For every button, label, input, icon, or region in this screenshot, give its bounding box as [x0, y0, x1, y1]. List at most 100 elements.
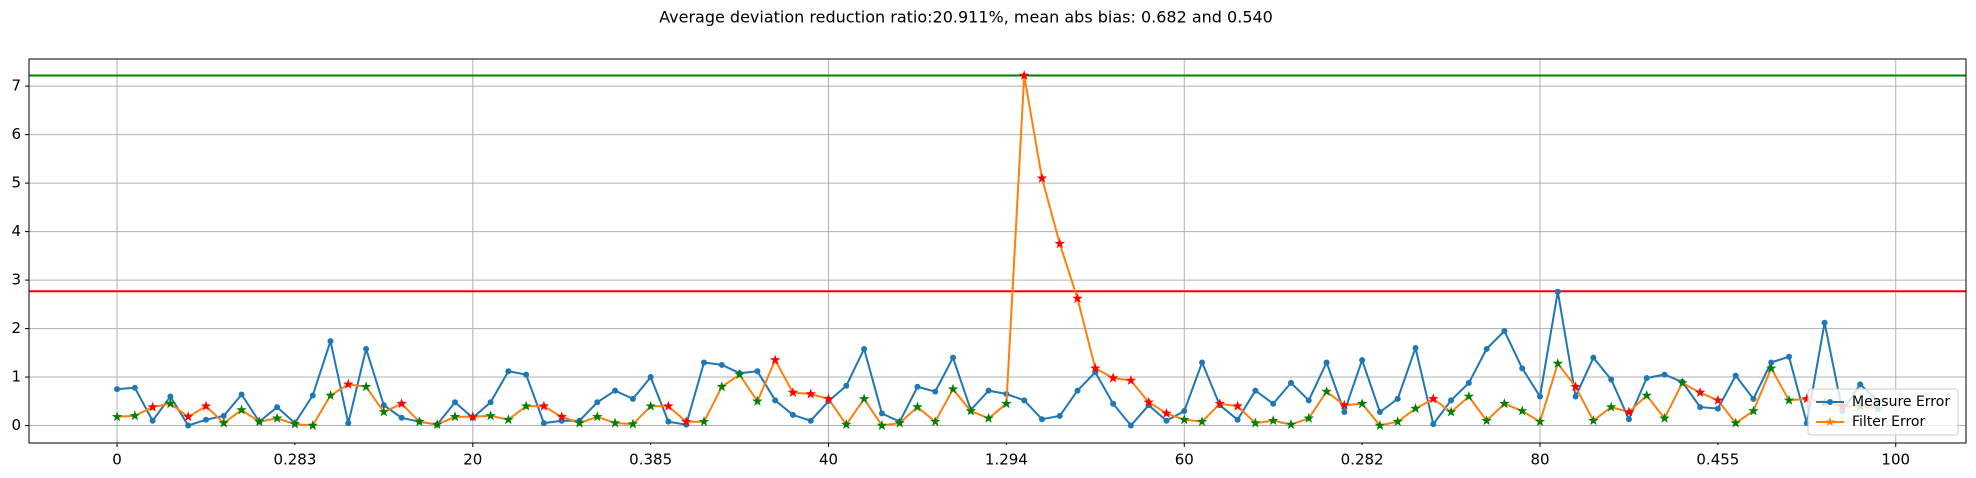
point-marker: [932, 388, 939, 395]
point-marker: [149, 417, 156, 424]
point-marker: [414, 416, 425, 427]
point-marker: [1714, 405, 1721, 412]
plot-frame: [28, 58, 1967, 444]
point-marker: [1463, 391, 1475, 401]
point-marker: [451, 399, 458, 406]
point-marker: [1287, 379, 1294, 386]
point-marker: [1570, 381, 1581, 392]
point-marker: [1712, 394, 1724, 405]
point-marker: [398, 414, 405, 421]
point-marker: [1857, 381, 1864, 388]
point-marker: [1001, 398, 1012, 409]
point-marker: [1677, 377, 1688, 388]
point-marker: [523, 371, 530, 378]
point-marker: [1374, 420, 1386, 430]
point-marker: [309, 392, 316, 399]
point-marker: [185, 422, 192, 429]
point-marker: [1161, 407, 1172, 418]
point-marker: [1499, 398, 1510, 409]
point-marker: [950, 354, 957, 361]
x-tick-label: 20: [463, 451, 482, 469]
x-tick-label: 0.283: [273, 451, 316, 469]
point-marker: [1323, 359, 1330, 366]
point-marker: [271, 412, 283, 423]
point-marker: [1110, 400, 1117, 407]
point-marker: [807, 417, 814, 424]
point-marker: [378, 406, 390, 417]
point-marker: [772, 397, 779, 404]
point-marker: [647, 374, 654, 381]
point-marker: [520, 400, 532, 411]
y-tick-label: 4: [11, 222, 21, 240]
x-tick-label: 0.385: [629, 451, 672, 469]
point-marker: [718, 361, 725, 368]
point-marker: [1232, 400, 1243, 411]
point-marker: [983, 412, 994, 423]
point-marker: [325, 390, 336, 400]
point-marker: [1018, 70, 1030, 80]
point-marker: [1750, 395, 1757, 402]
point-marker: [505, 368, 512, 375]
point-marker: [200, 400, 212, 411]
point-marker: [665, 418, 672, 425]
x-tick-label: 80: [1530, 451, 1549, 469]
point-marker: [1732, 372, 1739, 379]
point-marker: [769, 354, 781, 365]
point-marker: [1056, 412, 1063, 419]
point-marker: [327, 338, 334, 345]
point-marker: [627, 418, 639, 429]
point-marker: [1196, 416, 1208, 427]
point-marker: [147, 401, 158, 412]
point-marker: [1250, 417, 1261, 428]
point-marker: [1285, 419, 1297, 429]
point-marker: [254, 416, 265, 427]
point-marker: [1554, 288, 1561, 295]
point-marker: [1268, 415, 1279, 426]
point-marker: [467, 411, 478, 422]
point-marker: [1356, 398, 1368, 409]
point-marker: [1605, 401, 1617, 412]
legend-label: Filter Error: [1852, 414, 1925, 430]
y-tick-label: 6: [11, 125, 21, 143]
point-marker: [343, 378, 354, 389]
point-marker: [1072, 293, 1083, 303]
point-marker: [965, 405, 977, 416]
point-marker: [218, 417, 229, 428]
point-marker: [1572, 393, 1579, 400]
point-marker: [947, 383, 959, 394]
point-marker: [1199, 359, 1206, 366]
point-marker: [129, 410, 141, 421]
point-marker: [114, 386, 121, 393]
point-marker: [1430, 421, 1437, 428]
legend: Measure Error Filter Error: [1807, 388, 1959, 436]
point-marker: [487, 399, 494, 406]
point-marker: [345, 420, 352, 427]
point-marker: [236, 404, 247, 415]
point-marker: [1590, 354, 1597, 361]
point-marker: [1410, 403, 1421, 413]
point-marker: [574, 417, 585, 428]
point-marker: [363, 345, 370, 352]
point-marker: [609, 417, 621, 428]
point-marker: [1376, 408, 1383, 415]
point-marker: [274, 404, 281, 411]
point-marker: [1608, 376, 1615, 383]
point-marker: [805, 388, 816, 399]
point-marker: [789, 411, 796, 418]
point-marker: [841, 419, 852, 429]
x-tick-label: 0.455: [1696, 451, 1739, 469]
point-marker: [1445, 406, 1457, 417]
x-tick-label: 40: [819, 451, 838, 469]
point-marker: [1501, 328, 1508, 334]
point-marker: [1074, 387, 1081, 394]
point-marker: [1448, 397, 1455, 404]
point-marker: [592, 411, 603, 422]
point-marker: [1090, 362, 1101, 373]
point-marker: [1661, 371, 1668, 378]
point-marker: [449, 411, 461, 422]
point-marker: [538, 400, 550, 411]
y-tick-label: 0: [11, 416, 21, 434]
point-marker: [289, 418, 301, 429]
point-marker: [681, 416, 692, 427]
